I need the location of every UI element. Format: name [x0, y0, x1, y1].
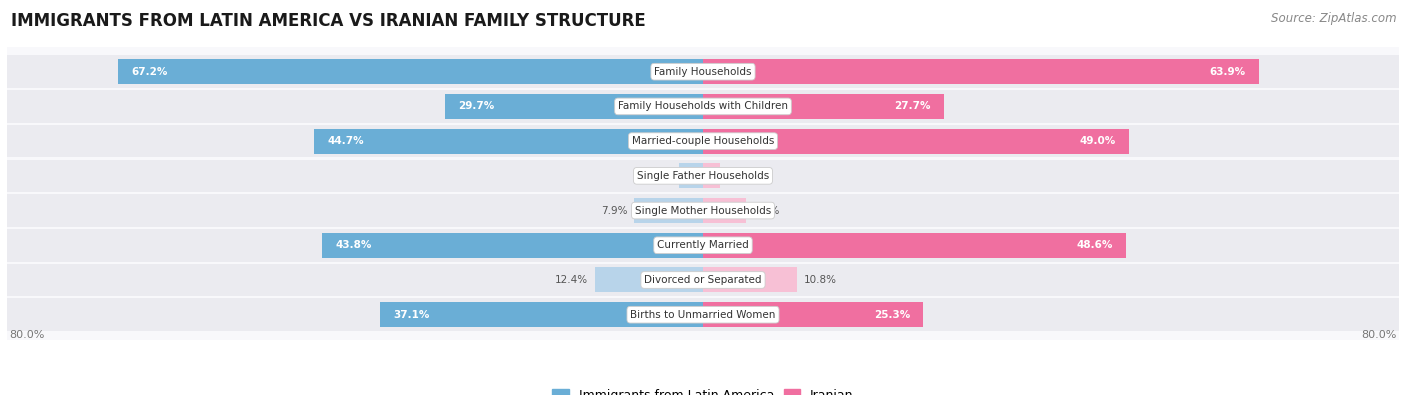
Bar	[7, 125, 1399, 158]
Text: IMMIGRANTS FROM LATIN AMERICA VS IRANIAN FAMILY STRUCTURE: IMMIGRANTS FROM LATIN AMERICA VS IRANIAN…	[11, 12, 645, 30]
Bar	[703, 59, 1258, 84]
Bar	[703, 129, 1129, 154]
Text: 80.0%: 80.0%	[10, 330, 45, 340]
Bar	[703, 302, 924, 327]
Bar	[118, 59, 703, 84]
Bar	[7, 90, 1399, 123]
Text: 12.4%: 12.4%	[555, 275, 588, 285]
Bar	[7, 194, 1399, 227]
Text: 5.0%: 5.0%	[754, 205, 780, 216]
Text: 49.0%: 49.0%	[1080, 136, 1116, 146]
Bar	[7, 55, 1399, 88]
Bar	[703, 233, 1126, 258]
Bar	[703, 94, 943, 119]
Bar	[595, 267, 703, 292]
Text: Divorced or Separated: Divorced or Separated	[644, 275, 762, 285]
Text: 1.9%: 1.9%	[727, 171, 754, 181]
Text: 29.7%: 29.7%	[458, 102, 494, 111]
Text: Source: ZipAtlas.com: Source: ZipAtlas.com	[1271, 12, 1396, 25]
Bar	[7, 298, 1399, 331]
Text: Married-couple Households: Married-couple Households	[631, 136, 775, 146]
Text: 37.1%: 37.1%	[394, 310, 430, 320]
Text: 2.8%: 2.8%	[645, 171, 672, 181]
Bar	[703, 267, 797, 292]
Bar	[7, 264, 1399, 296]
Text: 7.9%: 7.9%	[600, 205, 627, 216]
Bar	[679, 164, 703, 188]
Text: Single Mother Households: Single Mother Households	[636, 205, 770, 216]
Bar	[634, 198, 703, 223]
Text: 48.6%: 48.6%	[1077, 240, 1112, 250]
Legend: Immigrants from Latin America, Iranian: Immigrants from Latin America, Iranian	[547, 384, 859, 395]
Bar	[703, 198, 747, 223]
Text: 10.8%: 10.8%	[804, 275, 837, 285]
Bar	[444, 94, 703, 119]
Text: Single Father Households: Single Father Households	[637, 171, 769, 181]
Text: 43.8%: 43.8%	[335, 240, 371, 250]
Bar	[7, 160, 1399, 192]
Bar	[314, 129, 703, 154]
Text: Family Households: Family Households	[654, 67, 752, 77]
Text: 25.3%: 25.3%	[873, 310, 910, 320]
Text: 63.9%: 63.9%	[1209, 67, 1246, 77]
Text: Currently Married: Currently Married	[657, 240, 749, 250]
Text: 27.7%: 27.7%	[894, 102, 931, 111]
Text: Family Households with Children: Family Households with Children	[619, 102, 787, 111]
Bar	[322, 233, 703, 258]
Bar	[703, 164, 720, 188]
Text: 80.0%: 80.0%	[1361, 330, 1396, 340]
Text: 44.7%: 44.7%	[328, 136, 364, 146]
Bar	[7, 229, 1399, 261]
Bar	[380, 302, 703, 327]
Text: Births to Unmarried Women: Births to Unmarried Women	[630, 310, 776, 320]
Text: 67.2%: 67.2%	[131, 67, 167, 77]
